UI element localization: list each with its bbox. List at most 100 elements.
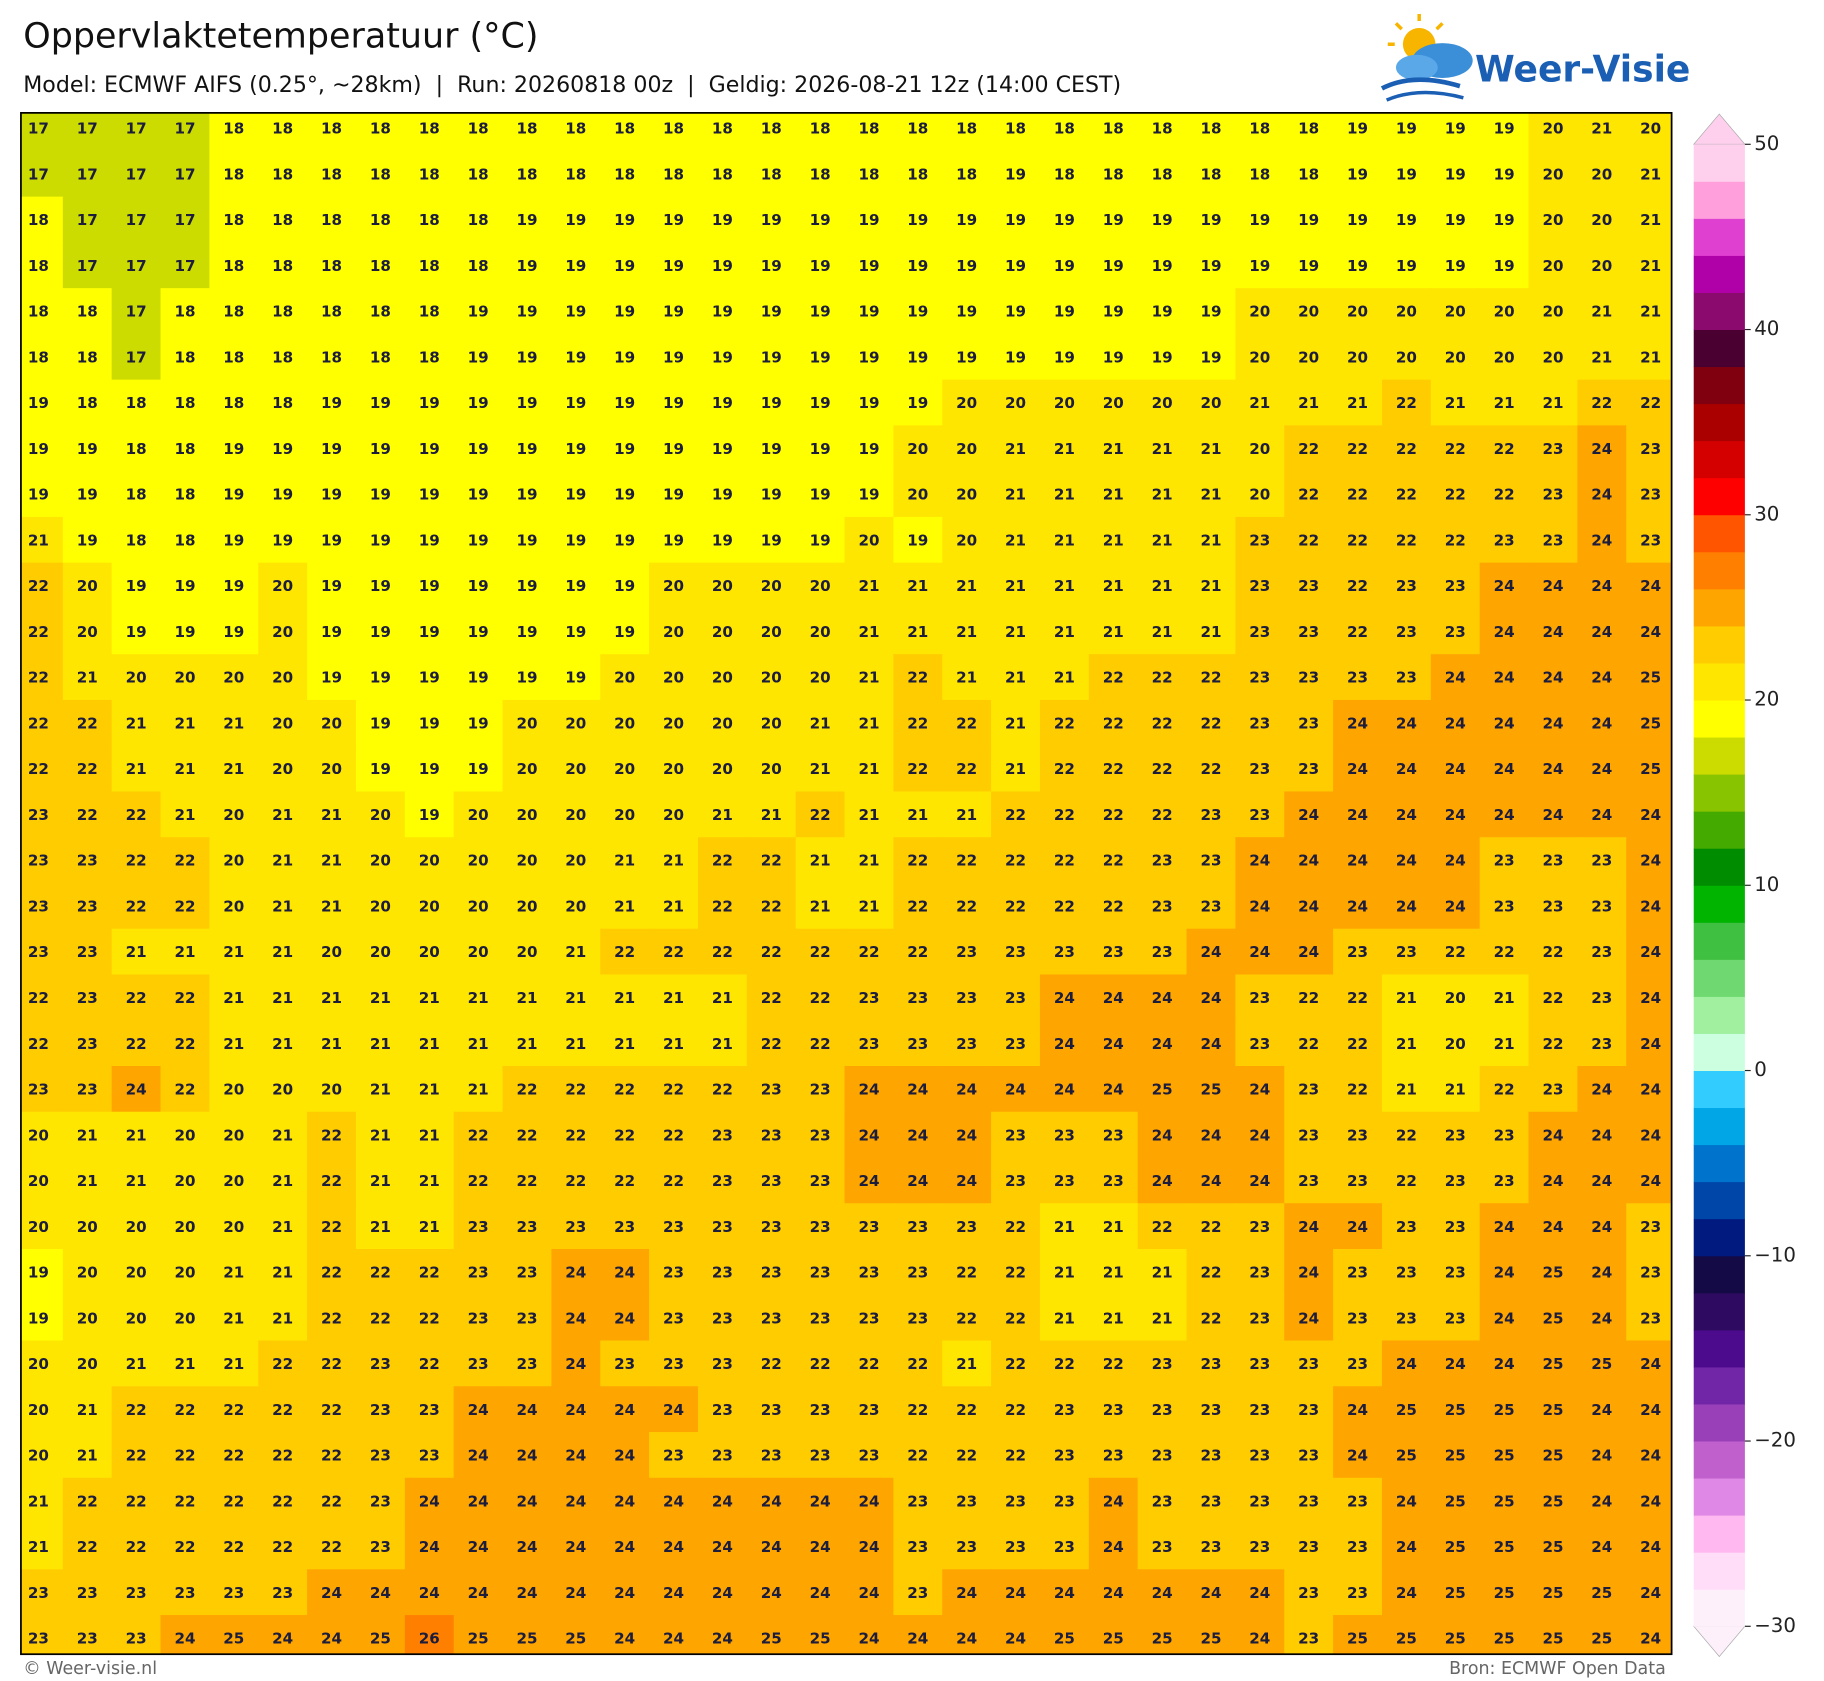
temperature-cell (1528, 1386, 1579, 1433)
temperature-label: 24 (1591, 486, 1612, 504)
temperature-label: 25 (1494, 1630, 1515, 1648)
temperature-cell (1284, 288, 1334, 335)
temperature-label: 19 (223, 531, 244, 549)
temperature-cell (649, 1523, 699, 1570)
temperature-cell (942, 608, 992, 655)
temperature-cell (1528, 974, 1579, 1021)
temperature-cell (649, 242, 699, 289)
colorbar-band (1693, 959, 1745, 997)
temperature-label: 24 (1445, 852, 1466, 870)
temperature-cell (209, 1386, 259, 1433)
temperature-cell (600, 1294, 650, 1342)
temperature-label: 23 (1152, 1401, 1173, 1419)
temperature-label: 23 (1298, 1630, 1319, 1648)
temperature-cell (502, 1615, 553, 1655)
temperature-label: 19 (1152, 257, 1173, 275)
temperature-label: 22 (370, 1309, 391, 1327)
temperature-label: 20 (956, 394, 977, 412)
temperature-cell (600, 242, 650, 289)
temperature-cell (600, 882, 650, 930)
temperature-label: 21 (565, 1035, 586, 1053)
temperature-cell (697, 1569, 748, 1616)
temperature-cell (1137, 745, 1188, 793)
temperature-label: 23 (810, 1264, 831, 1282)
temperature-cell (258, 837, 308, 884)
temperature-label: 23 (1298, 760, 1319, 778)
temperature-cell (1235, 562, 1285, 610)
temperature-cell (1528, 112, 1579, 152)
temperature-label: 19 (468, 486, 489, 504)
temperature-label: 18 (370, 120, 391, 138)
temperature-cell (1430, 562, 1481, 610)
temperature-label: 19 (858, 486, 879, 504)
temperature-label: 19 (516, 531, 537, 549)
temperature-cell (1528, 1569, 1579, 1616)
temperature-label: 21 (468, 1081, 489, 1099)
temperature-cell (1235, 837, 1285, 884)
temperature-cell (1381, 608, 1432, 655)
temperature-label: 22 (907, 943, 928, 961)
temperature-cell (160, 1432, 211, 1479)
temperature-label: 22 (126, 1401, 147, 1419)
temperature-cell (355, 1340, 406, 1387)
temperature-cell (942, 150, 992, 198)
temperature-cell (1333, 1477, 1383, 1525)
logo-icon (1380, 13, 1473, 102)
temperature-label: 21 (1445, 394, 1466, 412)
temperature-label: 19 (468, 440, 489, 458)
temperature-label: 19 (321, 577, 342, 595)
temperature-label: 21 (1005, 440, 1026, 458)
temperature-cell (551, 242, 601, 289)
temperature-label: 19 (28, 440, 49, 458)
temperature-label: 20 (223, 1126, 244, 1144)
temperature-label: 21 (419, 1218, 440, 1236)
temperature-label: 20 (1347, 303, 1368, 321)
temperature-cell (502, 608, 553, 655)
temperature-label: 18 (1249, 165, 1270, 183)
temperature-cell (1626, 1432, 1672, 1479)
temperature-label: 22 (810, 943, 831, 961)
temperature-label: 25 (370, 1630, 391, 1648)
temperature-label: 20 (1054, 394, 1075, 412)
temperature-label: 20 (712, 577, 733, 595)
temperature-cell (1137, 1111, 1188, 1159)
temperature-cell (1284, 1157, 1334, 1204)
temperature-label: 20 (28, 1218, 49, 1236)
temperature-cell (1577, 1569, 1627, 1616)
temperature-cell (1039, 1157, 1090, 1204)
temperature-label: 21 (1200, 577, 1221, 595)
temperature-cell (551, 974, 601, 1021)
temperature-label: 23 (1249, 577, 1270, 595)
temperature-label: 22 (272, 1447, 293, 1465)
temperature-cell (551, 654, 601, 701)
temperature-label: 23 (761, 1264, 782, 1282)
temperature-cell (1626, 471, 1672, 518)
temperature-cell (307, 379, 357, 427)
temperature-cell (20, 1249, 64, 1296)
temperature-cell (1137, 1203, 1188, 1250)
colorbar-band (1693, 1218, 1745, 1257)
temperature-cell (1430, 150, 1481, 198)
temperature-cell (20, 1111, 64, 1159)
temperature-label: 22 (1152, 1218, 1173, 1236)
temperature-cell (600, 1020, 650, 1067)
temperature-label: 24 (1054, 1081, 1075, 1099)
temperature-cell (649, 1386, 699, 1433)
temperature-cell (1333, 1294, 1383, 1342)
temperature-label: 25 (1640, 760, 1661, 778)
temperature-cell (1528, 1294, 1579, 1342)
temperature-cell (307, 608, 357, 655)
temperature-label: 24 (1640, 852, 1661, 870)
temperature-cell (1381, 654, 1432, 701)
temperature-cell (1039, 1386, 1090, 1433)
temperature-cell (1381, 1020, 1432, 1067)
temperature-cell (746, 1615, 797, 1655)
temperature-cell (942, 1340, 992, 1387)
temperature-label: 19 (614, 531, 635, 549)
temperature-label: 23 (1347, 1264, 1368, 1282)
temperature-label: 25 (1542, 1584, 1563, 1602)
temperature-cell (1381, 196, 1432, 244)
temperature-label: 23 (1054, 1492, 1075, 1510)
temperature-label: 23 (77, 898, 98, 916)
temperature-cell (502, 791, 553, 838)
